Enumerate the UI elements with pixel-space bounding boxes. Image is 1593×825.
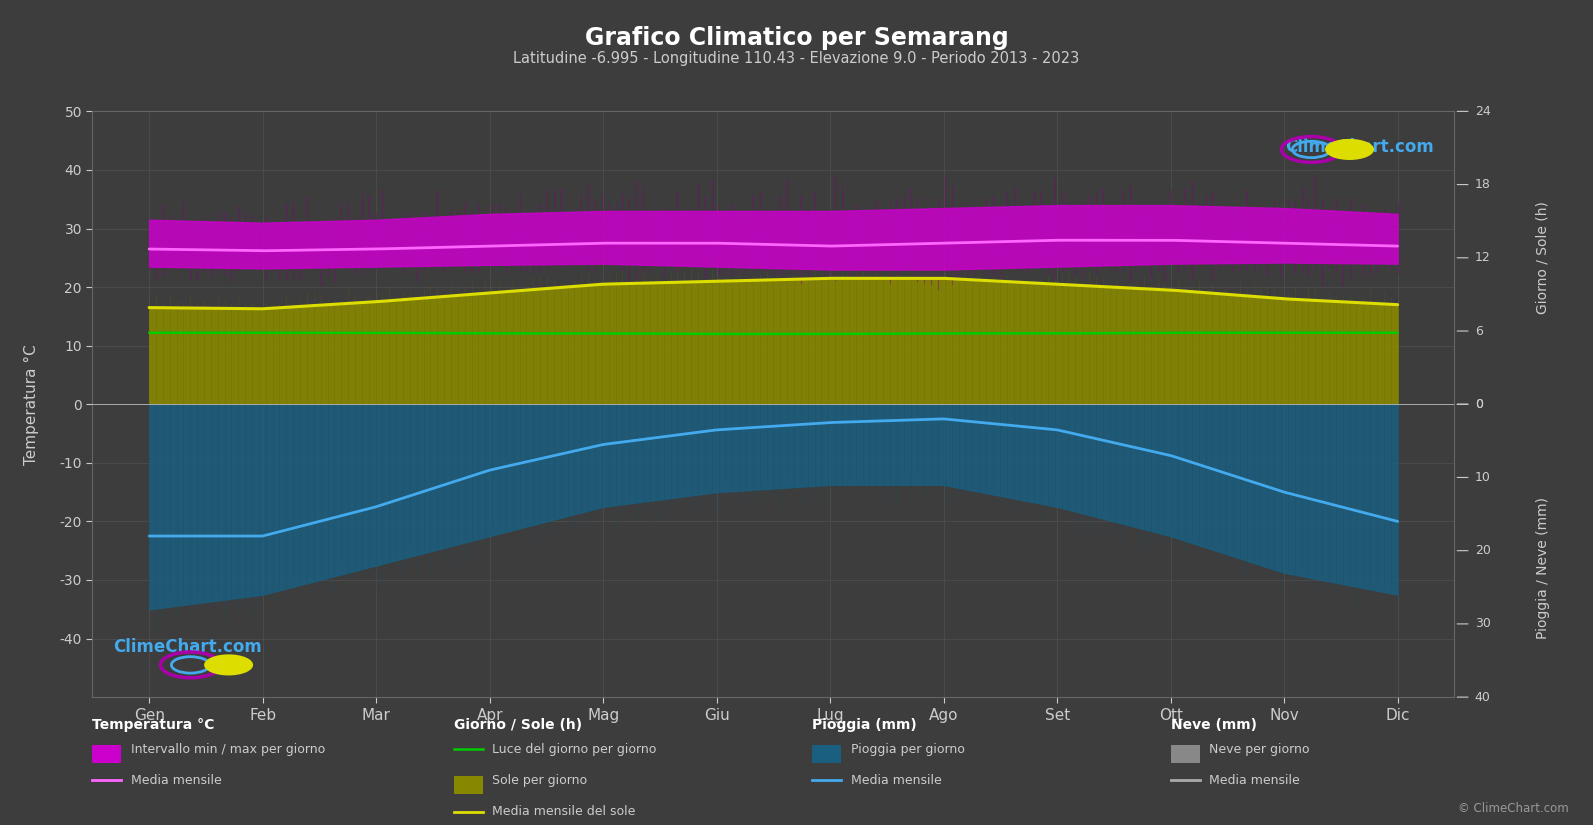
Text: Pioggia per giorno: Pioggia per giorno	[851, 742, 964, 756]
Text: 12: 12	[1475, 252, 1491, 264]
Text: 24: 24	[1475, 105, 1491, 118]
Text: Media mensile del sole: Media mensile del sole	[492, 805, 636, 818]
Text: 0: 0	[1475, 398, 1483, 411]
Text: Giorno / Sole (h): Giorno / Sole (h)	[1536, 201, 1550, 314]
Text: 10: 10	[1475, 471, 1491, 484]
Circle shape	[204, 654, 253, 676]
Text: Neve (mm): Neve (mm)	[1171, 718, 1257, 732]
Text: Media mensile: Media mensile	[851, 774, 941, 787]
Text: Intervallo min / max per giorno: Intervallo min / max per giorno	[131, 742, 325, 756]
Text: Temperatura °C: Temperatura °C	[92, 718, 215, 732]
Text: Pioggia (mm): Pioggia (mm)	[812, 718, 918, 732]
Text: 20: 20	[1475, 544, 1491, 557]
Text: Media mensile: Media mensile	[131, 774, 221, 787]
Text: 6: 6	[1475, 324, 1483, 337]
Text: ClimeChart.com: ClimeChart.com	[1286, 138, 1434, 156]
Text: Latitudine -6.995 - Longitudine 110.43 - Elevazione 9.0 - Periodo 2013 - 2023: Latitudine -6.995 - Longitudine 110.43 -…	[513, 51, 1080, 66]
Text: Pioggia / Neve (mm): Pioggia / Neve (mm)	[1536, 497, 1550, 639]
Text: Temperatura °C: Temperatura °C	[24, 344, 38, 464]
Text: 18: 18	[1475, 178, 1491, 191]
Text: Neve per giorno: Neve per giorno	[1209, 742, 1309, 756]
Text: Giorno / Sole (h): Giorno / Sole (h)	[454, 718, 581, 732]
Text: Sole per giorno: Sole per giorno	[492, 774, 588, 787]
Text: Luce del giorno per giorno: Luce del giorno per giorno	[492, 742, 656, 756]
Text: 30: 30	[1475, 617, 1491, 630]
Text: Media mensile: Media mensile	[1209, 774, 1300, 787]
Text: Grafico Climatico per Semarang: Grafico Climatico per Semarang	[585, 26, 1008, 50]
Circle shape	[1325, 139, 1375, 160]
Text: © ClimeChart.com: © ClimeChart.com	[1458, 802, 1569, 815]
Text: ClimeChart.com: ClimeChart.com	[113, 638, 261, 656]
Text: 0: 0	[1475, 398, 1483, 411]
Text: 40: 40	[1475, 691, 1491, 704]
